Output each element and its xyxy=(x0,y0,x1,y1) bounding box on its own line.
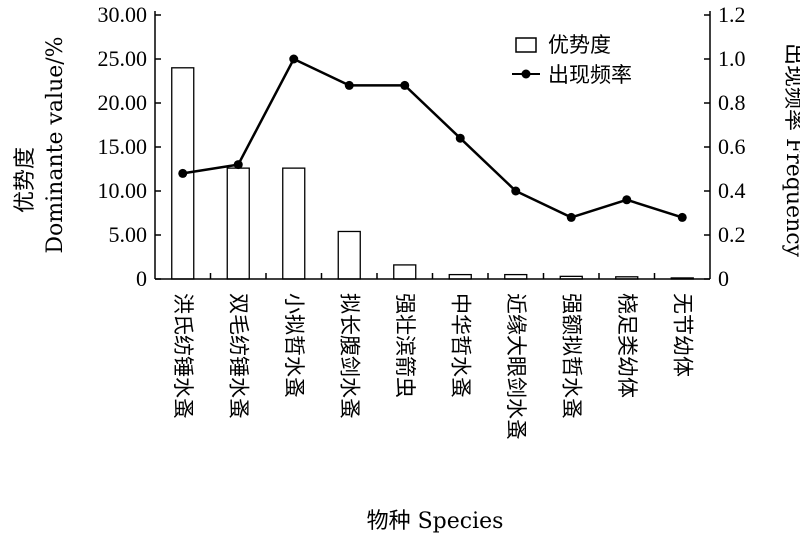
y-tick-label: 25.00 xyxy=(98,46,148,71)
y-tick-label: 10.00 xyxy=(98,178,148,203)
bar-series xyxy=(171,67,694,280)
category-label: 近缘大眼剑水蚤 xyxy=(504,293,528,440)
y2-axis-title: 出现频率 Frequency xyxy=(781,43,800,258)
line-series xyxy=(178,54,687,222)
legend-line-marker xyxy=(521,69,531,79)
line-point xyxy=(344,80,354,90)
x-axis-title: 物种 Species xyxy=(367,509,504,534)
category-label: 桡足类幼体 xyxy=(615,293,639,398)
y-tick-label: 30.00 xyxy=(98,2,148,27)
category-label: 无节幼体 xyxy=(670,293,694,377)
legend-bar-swatch xyxy=(515,37,537,53)
line-point xyxy=(400,80,410,90)
category-labels: 洪氏纺锤水蚤 双毛纺锤水蚤 小拟哲水蚤 拟长腹剑水蚤 强壮滨箭虫 中华哲水蚤 近缘大眼剑水蚤… xyxy=(171,293,695,440)
tick-labels: 0 5.00 10.00 15.00 20.00 25.00 30.00 0 0.2 0.4 0.6… xyxy=(98,2,746,291)
bar xyxy=(337,230,361,280)
legend: 优势度 出现频率 xyxy=(512,33,632,87)
category-label: 洪氏纺锤水蚤 xyxy=(171,293,195,419)
y2-tick-label: 0 xyxy=(718,266,729,291)
category-label: 强壮滨箭虫 xyxy=(393,293,417,398)
line-point xyxy=(289,54,299,64)
y2-tick-label: 0.2 xyxy=(718,222,746,247)
y-axis-title-en: Dominante value/% xyxy=(43,36,68,253)
frequency-line xyxy=(182,57,683,219)
y2-tick-label: 0.4 xyxy=(718,178,746,203)
y2-tick-label: 1.2 xyxy=(718,2,746,27)
y-tick-label: 20.00 xyxy=(98,90,148,115)
category-label: 拟长腹剑水蚤 xyxy=(337,293,361,419)
y-tick-label: 0 xyxy=(136,266,147,291)
line-point xyxy=(622,195,632,205)
line-point xyxy=(233,160,243,170)
bar xyxy=(226,167,250,280)
axis-titles: 优势度 Dominante value/% 出现频率 Frequency 物种 … xyxy=(13,36,800,534)
y2-tick-label: 1.0 xyxy=(718,46,746,71)
category-label: 强额拟哲水蚤 xyxy=(559,293,583,419)
y-axis-title-cn: 优势度 xyxy=(13,147,38,213)
y2-tick-label: 0.8 xyxy=(718,90,746,115)
line-point xyxy=(677,212,687,222)
category-label: 双毛纺锤水蚤 xyxy=(226,293,250,419)
line-point xyxy=(566,212,576,222)
axes xyxy=(154,11,711,280)
bar xyxy=(393,264,417,280)
y-tick-label: 5.00 xyxy=(109,222,148,247)
category-label: 小拟哲水蚤 xyxy=(282,293,306,398)
line-point xyxy=(455,133,465,143)
legend-bar-label: 优势度 xyxy=(548,33,611,57)
bar xyxy=(282,167,306,280)
line-point xyxy=(178,168,188,178)
category-label: 中华哲水蚤 xyxy=(448,293,472,398)
y2-tick-label: 0.6 xyxy=(718,134,746,159)
y-tick-label: 15.00 xyxy=(98,134,148,159)
legend-line-label: 出现频率 xyxy=(548,63,632,87)
line-point xyxy=(511,186,521,196)
